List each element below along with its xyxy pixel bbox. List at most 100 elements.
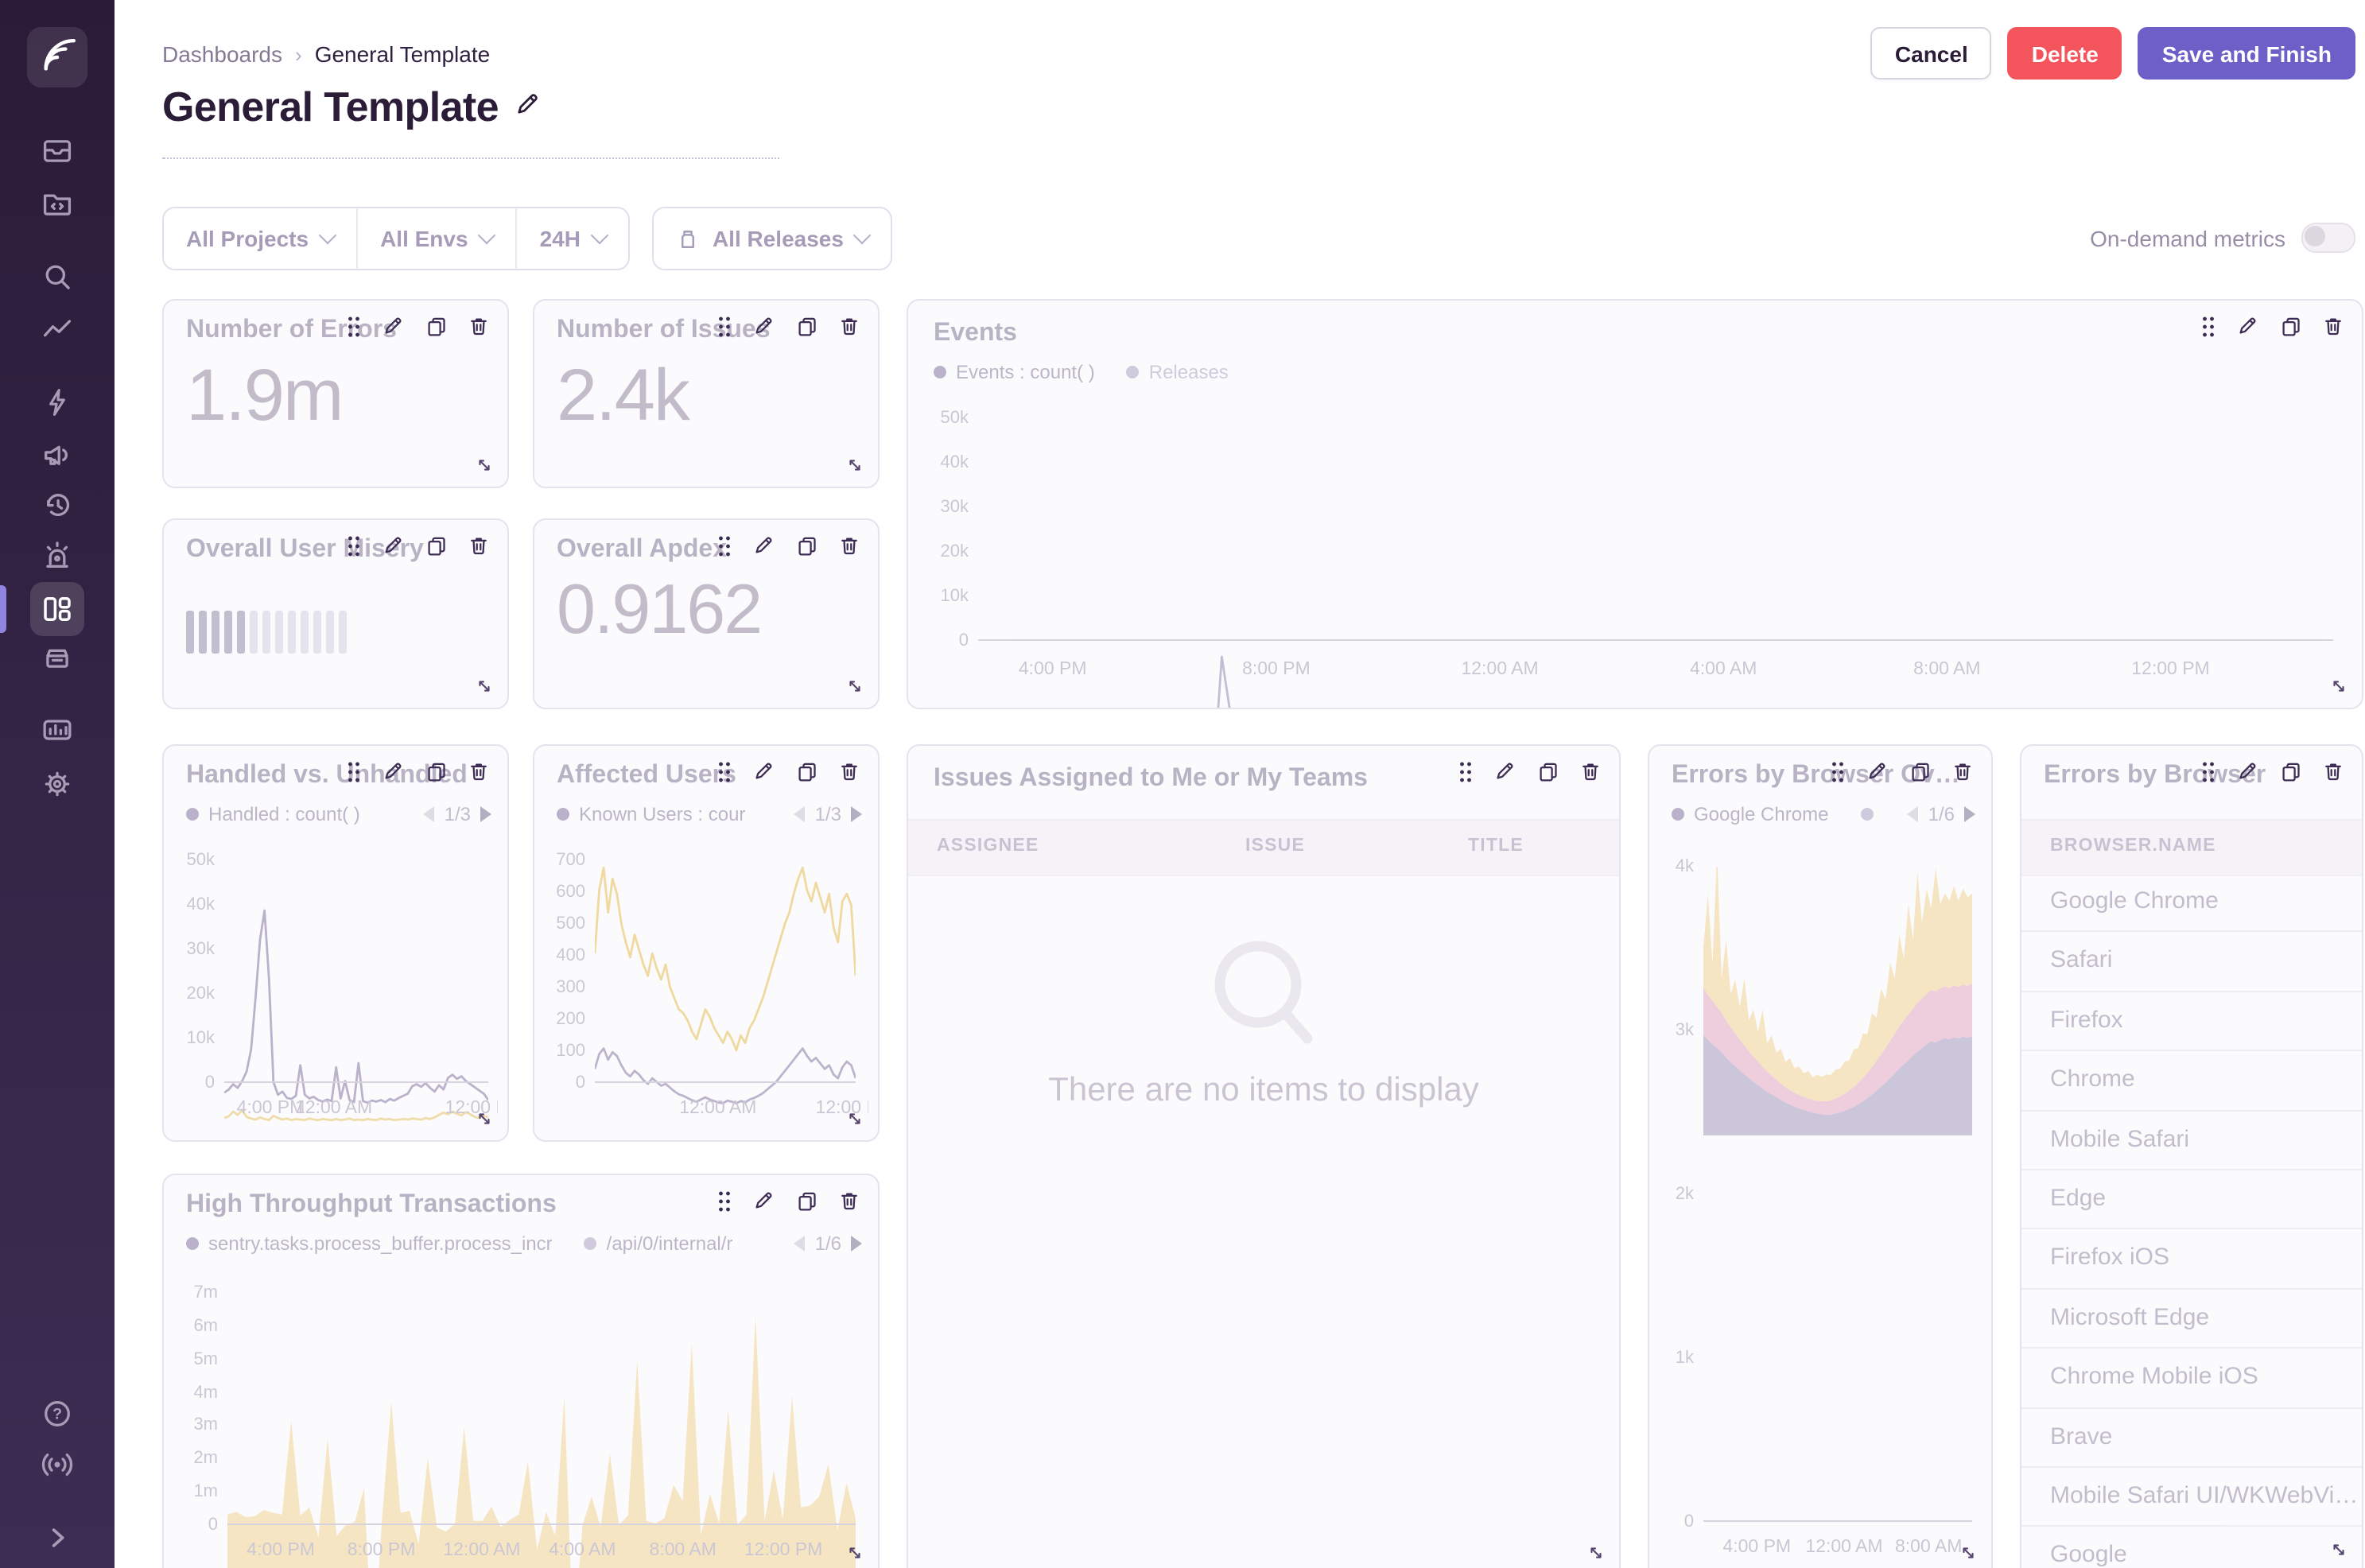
sidebar-item-releases[interactable] [40,385,75,420]
sidebar-item-settings[interactable] [40,767,75,801]
resize-handle-icon[interactable] [845,676,865,697]
environment-filter[interactable]: All Envs [356,208,516,269]
resize-handle-icon[interactable] [2328,1539,2349,1560]
widget-toolbar [717,315,860,337]
sidebar-collapse-button[interactable] [40,1520,75,1555]
duplicate-widget-button[interactable] [425,760,447,782]
sidebar-item-replays[interactable] [40,487,75,522]
cancel-button[interactable]: Cancel [1870,27,1992,80]
edit-widget-button[interactable] [2236,760,2258,782]
delete-widget-button[interactable] [468,534,490,557]
x-axis-tick: 12:00 AM [679,1099,757,1118]
delete-widget-button[interactable] [838,760,860,782]
delete-widget-button[interactable] [1579,760,1602,782]
sidebar-item-performance[interactable] [40,312,75,347]
edit-widget-button[interactable] [752,315,775,337]
sentry-logo[interactable] [27,27,87,87]
resize-handle-icon[interactable] [845,455,865,475]
edit-widget-button[interactable] [382,315,404,337]
sentry-logo-icon [44,38,76,71]
drag-handle-icon[interactable] [347,534,361,557]
edit-title-button[interactable] [515,90,542,125]
release-filter[interactable]: All Releases [654,208,891,269]
siren-icon [46,541,68,568]
duplicate-widget-button[interactable] [795,534,817,557]
drag-handle-icon[interactable] [717,1190,732,1212]
resize-handle-icon[interactable] [845,1108,865,1129]
project-filter[interactable]: All Projects [164,208,356,269]
duplicate-widget-button[interactable] [2279,315,2301,337]
next-page-icon[interactable] [1964,806,1975,822]
resize-handle-icon[interactable] [2328,676,2349,697]
sidebar-item-alerts[interactable] [40,538,75,572]
drag-handle-icon[interactable] [1458,760,1473,782]
next-page-icon[interactable] [851,1236,862,1252]
prev-page-icon[interactable] [794,806,806,822]
delete-widget-button[interactable] [838,1190,860,1212]
delete-widget-button[interactable] [1951,760,1974,782]
edit-widget-button[interactable] [752,534,775,557]
sidebar-item-user-feedback[interactable] [40,436,75,471]
sidebar-item-dashboards[interactable] [30,582,84,636]
delete-button[interactable]: Delete [2007,27,2122,80]
misery-bar [339,610,347,653]
time-range-filter[interactable]: 24H [515,208,628,269]
duplicate-widget-button[interactable] [2279,760,2301,782]
resize-handle-icon[interactable] [474,676,495,697]
prev-page-icon[interactable] [423,806,435,822]
resize-handle-icon[interactable] [1958,1543,1979,1563]
breadcrumb: Dashboards › General Template [162,41,490,67]
inbox-icon [43,140,72,162]
sidebar-item-help[interactable]: ? [40,1396,75,1431]
save-and-finish-button[interactable]: Save and Finish [2138,27,2355,80]
edit-widget-button[interactable] [2236,315,2258,337]
resize-handle-icon[interactable] [845,1543,865,1563]
edit-widget-button[interactable] [1493,760,1516,782]
sidebar-item-stats[interactable] [40,712,75,747]
drag-handle-icon[interactable] [2201,315,2215,337]
resize-handle-icon[interactable] [474,455,495,475]
duplicate-widget-button[interactable] [425,534,447,557]
delete-widget-button[interactable] [468,760,490,782]
delete-widget-button[interactable] [468,315,490,337]
drag-handle-icon[interactable] [347,760,361,782]
sidebar-item-projects[interactable] [40,186,75,221]
on-demand-metrics-toggle[interactable] [2301,223,2355,253]
delete-widget-button[interactable] [2322,315,2344,337]
resize-handle-icon[interactable] [1586,1543,1606,1563]
next-page-icon[interactable] [480,806,491,822]
drag-handle-icon[interactable] [717,315,732,337]
breadcrumb-dashboards[interactable]: Dashboards [162,41,282,67]
drag-handle-icon[interactable] [347,315,361,337]
edit-widget-button[interactable] [382,760,404,782]
duplicate-widget-button[interactable] [795,760,817,782]
next-page-icon[interactable] [851,806,862,822]
drag-handle-icon[interactable] [2201,760,2215,782]
delete-widget-button[interactable] [2322,760,2344,782]
drag-handle-icon[interactable] [1831,760,1845,782]
duplicate-widget-button[interactable] [1536,760,1559,782]
table-row: Firefox [2021,992,2362,1052]
prev-page-icon[interactable] [794,1236,806,1252]
duplicate-widget-button[interactable] [1909,760,1931,782]
sidebar-item-whats-new[interactable] [40,1447,75,1482]
page-indicator: 1/6 [1928,803,1955,825]
delete-widget-button[interactable] [838,534,860,557]
sidebar-item-explore[interactable] [40,259,75,294]
drag-handle-icon[interactable] [717,534,732,557]
drag-handle-icon[interactable] [717,760,732,782]
delete-widget-button[interactable] [838,315,860,337]
high-throughput-chart: 0 1m 2m 3m 4m 5m 6m 7m 4:00 PM 8:00 PM 12:00 AM 4:… [164,1175,878,1568]
prev-page-icon[interactable] [1907,806,1919,822]
duplicate-widget-button[interactable] [425,315,447,337]
lightning-icon [49,389,65,416]
sidebar-item-monitors[interactable] [40,639,75,674]
edit-widget-button[interactable] [752,1190,775,1212]
duplicate-widget-button[interactable] [795,315,817,337]
edit-widget-button[interactable] [382,534,404,557]
page-indicator: 1/3 [814,803,841,825]
edit-widget-button[interactable] [752,760,775,782]
sidebar-item-issues[interactable] [40,134,75,169]
duplicate-widget-button[interactable] [795,1190,817,1212]
resize-handle-icon[interactable] [474,1108,495,1129]
